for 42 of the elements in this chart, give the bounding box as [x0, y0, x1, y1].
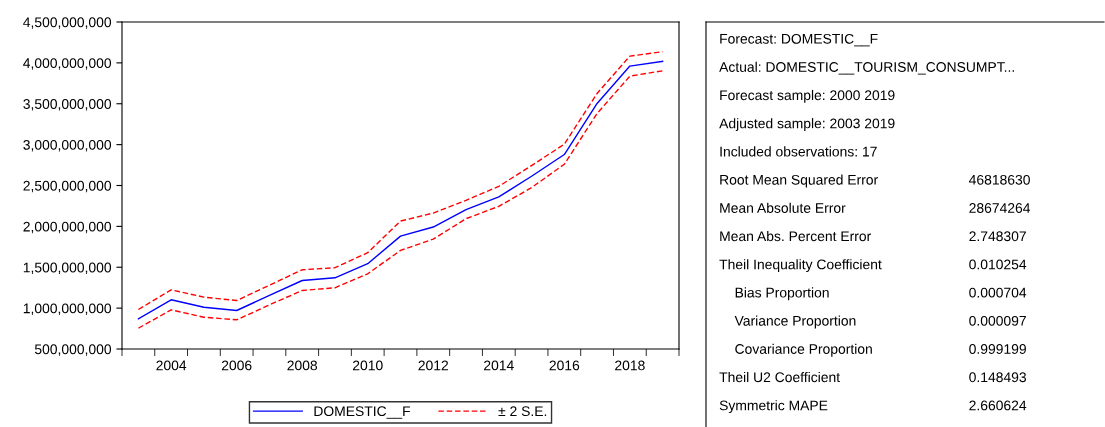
- y-tick-label: 4,500,000,000: [23, 17, 112, 29]
- category-label: Theil Inequality Coefficient: [719, 259, 882, 273]
- text: 0.000704: [969, 287, 1027, 298]
- text: 2.748307: [969, 231, 1026, 242]
- x-tick-label: 2006: [221, 360, 252, 371]
- category-label: Symmetric MAPE: [719, 400, 828, 414]
- category-label: Variance Proportion: [734, 315, 856, 329]
- category-label: Bias Proportion: [735, 287, 829, 301]
- text: 28674264: [969, 203, 1031, 213]
- x-tick-label: 2010: [352, 360, 383, 371]
- text: 0.148493: [969, 372, 1026, 383]
- y-tick-label: 3,000,000,000: [23, 139, 112, 152]
- text: 0.010254: [969, 259, 1027, 270]
- y-tick-label: 3,500,000,000: [23, 99, 112, 111]
- x-tick-label: 2016: [549, 360, 580, 371]
- x-tick-label: 2008: [287, 360, 318, 371]
- x-tick-label: 2012: [418, 360, 449, 371]
- category-label: Forecast: DOMESTIC__F: [720, 33, 878, 47]
- category-label: Mean Abs. Percent Error: [720, 230, 871, 242]
- text: 2.660624: [969, 400, 1027, 411]
- category-label: Covariance Proportion: [735, 343, 872, 357]
- x-tick-label: 2018: [615, 360, 645, 371]
- y-tick-label: 1,500,000,000: [23, 262, 112, 275]
- category-label: Root Mean Squared Error: [720, 174, 878, 188]
- category-label: Mean Absolute Error: [720, 202, 846, 213]
- legend-label: DOMESTIC__F: [314, 406, 411, 419]
- text: 46818630: [969, 174, 1030, 185]
- y-tick-label: 2,000,000,000: [23, 221, 112, 234]
- y-tick-label: 500,000,000: [34, 344, 112, 356]
- x-tick-label: 2004: [156, 360, 187, 371]
- y-tick-label: 2,500,000,000: [23, 180, 112, 193]
- legend-label: ± 2 S.E.: [498, 406, 547, 417]
- category-label: Forecast sample: 2000 2019: [720, 89, 895, 103]
- y-tick-label: 4,000,000,000: [23, 58, 112, 70]
- category-label: Actual: DOMESTIC__TOURISM_CONSUMPT...: [719, 61, 1014, 75]
- category-label: Theil U2 Coefficient: [719, 371, 840, 383]
- category-label: Included observations: 17: [720, 146, 877, 157]
- y-tick-label: 1,000,000,000: [23, 303, 112, 315]
- category-label: Adjusted sample: 2003 2019: [719, 118, 895, 132]
- text: 0.000097: [969, 315, 1026, 326]
- text: 0.999199: [969, 344, 1026, 354]
- x-tick-label: 2014: [484, 360, 514, 371]
